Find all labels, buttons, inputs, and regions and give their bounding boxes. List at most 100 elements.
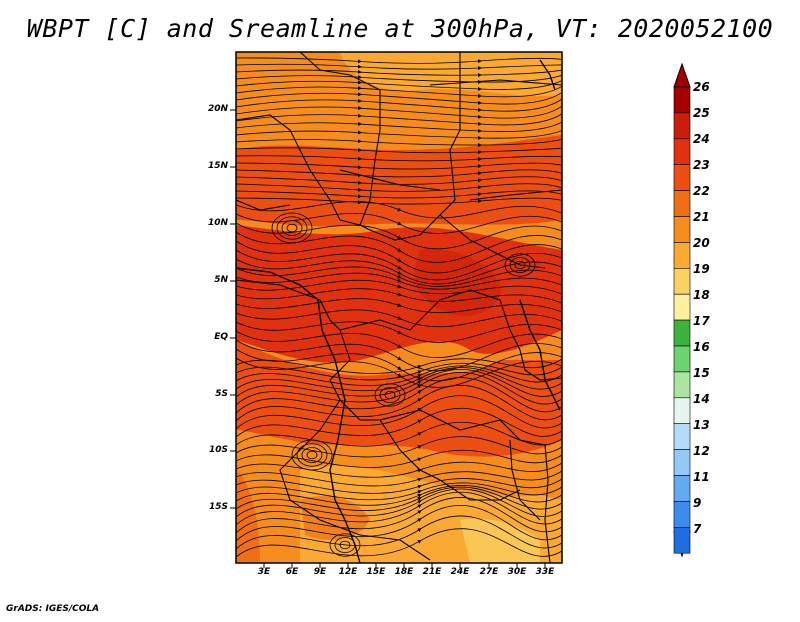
streamline [236,321,562,343]
streamline [236,113,562,126]
streamline [236,197,562,205]
streamline [236,162,562,170]
lat-label-20n: 20N [207,104,228,114]
streamline [236,367,562,392]
lat-label-15n: 15N [207,161,228,171]
streamline [236,339,562,372]
lon-label-21e: 21E [422,567,442,577]
streamline [236,57,562,64]
colorbar-swatch [673,216,691,243]
streamline [236,298,562,314]
colorbar-swatch [673,345,691,373]
lon-label-3e: 3E [257,567,271,577]
streamline [236,85,562,98]
streamline [236,258,562,285]
vortex-ring [286,223,298,233]
colorbar-swatch [673,501,691,528]
vortex-ring [379,387,401,403]
colorbar-label: 17 [693,314,710,328]
streamline [236,183,562,192]
vortex-ring [271,212,313,244]
streamline [236,240,562,274]
streamline [236,176,562,185]
streamline [236,497,562,534]
streamline [236,138,562,148]
streamline [236,155,562,162]
map-frame [235,51,563,564]
streamline [236,201,562,219]
streamline [236,377,562,414]
streamline [236,491,562,526]
colorbar-swatch [673,138,691,166]
colorbar-swatch [673,86,691,114]
colorbar-arrow-top [673,62,691,88]
streamline [236,436,562,458]
vortex-ring [509,257,531,273]
streamline [236,362,562,381]
streamline [236,528,562,558]
streamline [236,515,562,550]
streamline [236,169,562,178]
colorbar-label: 7 [693,522,702,536]
colorbar-label: 22 [693,184,710,198]
colorbar-label: 12 [693,444,710,458]
streamline [236,385,562,422]
streamline [236,478,562,494]
lat-label-10n: 10N [207,218,228,228]
streamline [236,330,562,358]
vortex-ring [296,443,328,467]
colorbar-swatch [673,371,691,399]
colorbar-label: 16 [693,340,710,354]
streamline [236,69,562,78]
lat-label-5n: 5N [214,275,228,285]
streamline [236,407,562,438]
vortex-ring [384,390,396,400]
colorbar-label: 18 [693,288,710,302]
lon-label-24e: 24E [450,567,470,577]
colorbar-label: 9 [693,496,702,510]
streamline [236,309,562,328]
streamline [236,63,562,71]
streamline [236,130,562,140]
colorbar-swatch [673,267,691,295]
lat-label-5s: 5S [215,389,228,399]
streamline [236,80,562,91]
colorbar-swatch [673,293,691,321]
colorbar-swatch [673,475,691,502]
colorbar-swatch [673,112,691,140]
lat-label-15s: 15S [208,502,228,512]
colorbar [673,62,691,558]
axis-ticks [230,109,546,568]
streamline [236,365,562,386]
streamline [236,105,562,119]
streamline [236,505,562,542]
colorbar-label: 25 [693,106,710,120]
country-borders [236,52,562,563]
streamline [236,222,562,250]
lon-label-15e: 15E [366,567,386,577]
colorbar-label: 24 [693,132,710,146]
vortex-ring [504,253,536,277]
streamline [236,369,562,398]
streamline [236,279,562,295]
streamline [236,486,562,511]
colorbar-label: 15 [693,366,710,380]
streamline [236,449,562,468]
colorbar-swatch [673,190,691,217]
colorbar-swatch [673,397,691,424]
lat-label-eq: EQ [214,332,228,342]
streamline [236,74,562,84]
colorbar-label: 14 [693,392,710,406]
vortex-ring [329,533,361,557]
vortex-ring [306,450,318,460]
chart-title: WBPT [C] and Sreamline at 300hPa, VT: 20… [26,14,774,43]
vortex-ring [276,216,308,240]
colorbar-swatch [673,526,691,554]
colorbar-label: 21 [693,210,710,224]
streamline [236,147,562,155]
lon-label-9e: 9E [313,567,327,577]
streamline [236,272,562,290]
streamline [236,348,562,382]
colorbar-label: 26 [693,80,710,94]
